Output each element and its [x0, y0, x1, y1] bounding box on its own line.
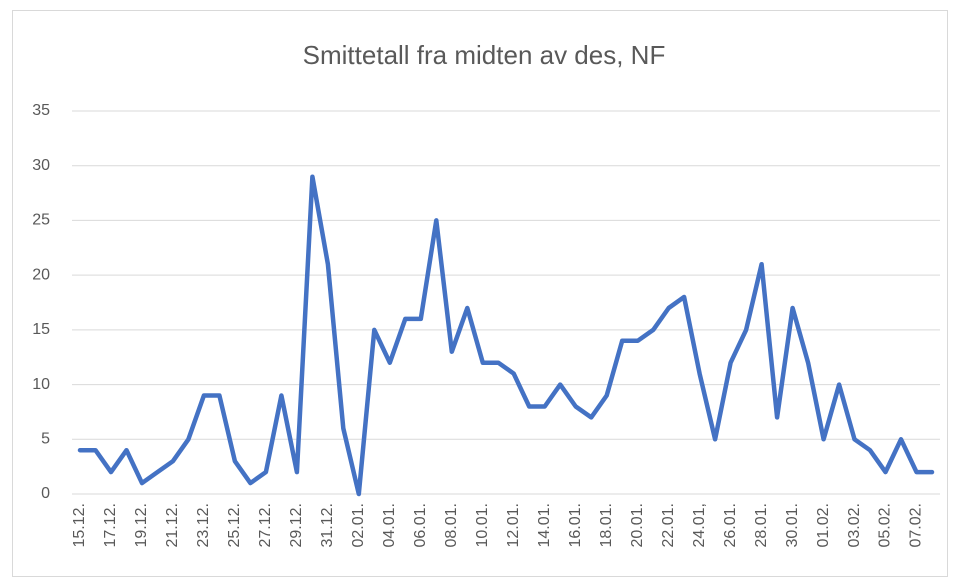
x-tick-label: 01.02.: [815, 503, 832, 547]
x-tick-label: 18.01.: [598, 503, 615, 547]
x-tick-label: 10.01.: [474, 503, 491, 547]
x-tick-label: 26.01.: [722, 503, 739, 547]
x-tick-label: 31.12.: [319, 503, 336, 547]
x-tick-label: 21.12.: [164, 503, 181, 547]
x-tick-label: 24.01,: [691, 503, 708, 547]
x-tick-label: 19.12.: [133, 503, 150, 547]
y-tick-label: 30: [32, 157, 50, 174]
y-tick-label: 35: [32, 102, 50, 119]
x-tick-label: 30.01.: [784, 503, 801, 547]
x-tick-label: 23.12.: [195, 503, 212, 547]
y-tick-label: 15: [32, 321, 50, 338]
x-tick-label: 02.01.: [350, 503, 367, 547]
x-tick-label: 20.01.: [629, 503, 646, 547]
chart-border: [12, 10, 948, 577]
x-tick-label: 28.01.: [753, 503, 770, 547]
x-tick-label: 14.01.: [536, 503, 553, 547]
y-tick-label: 20: [32, 266, 50, 283]
x-tick-label: 07.02.: [908, 503, 925, 547]
y-tick-label: 10: [32, 376, 50, 393]
x-tick-label: 08.01.: [443, 503, 460, 547]
chart-title: Smittetall fra midten av des, NF: [303, 40, 666, 70]
x-tick-label: 17.12.: [102, 503, 119, 547]
x-tick-label: 27.12.: [257, 503, 274, 547]
x-tick-label: 29.12.: [288, 503, 305, 547]
data-line: [77, 174, 935, 497]
x-tick-label: 22.01.: [660, 503, 677, 547]
y-tick-label: 0: [41, 485, 50, 502]
x-tick-label: 15.12.: [71, 503, 88, 547]
x-tick-label: 03.02.: [846, 503, 863, 547]
x-tick-label: 06.01.: [412, 503, 429, 547]
x-tick-label: 12.01.: [505, 503, 522, 547]
y-tick-label: 25: [32, 212, 50, 229]
y-tick-label: 5: [41, 431, 50, 448]
x-tick-label: 04.01.: [381, 503, 398, 547]
x-tick-label: 16.01.: [567, 503, 584, 547]
x-tick-label: 05.02.: [877, 503, 894, 547]
x-tick-label: 25.12.: [226, 503, 243, 547]
